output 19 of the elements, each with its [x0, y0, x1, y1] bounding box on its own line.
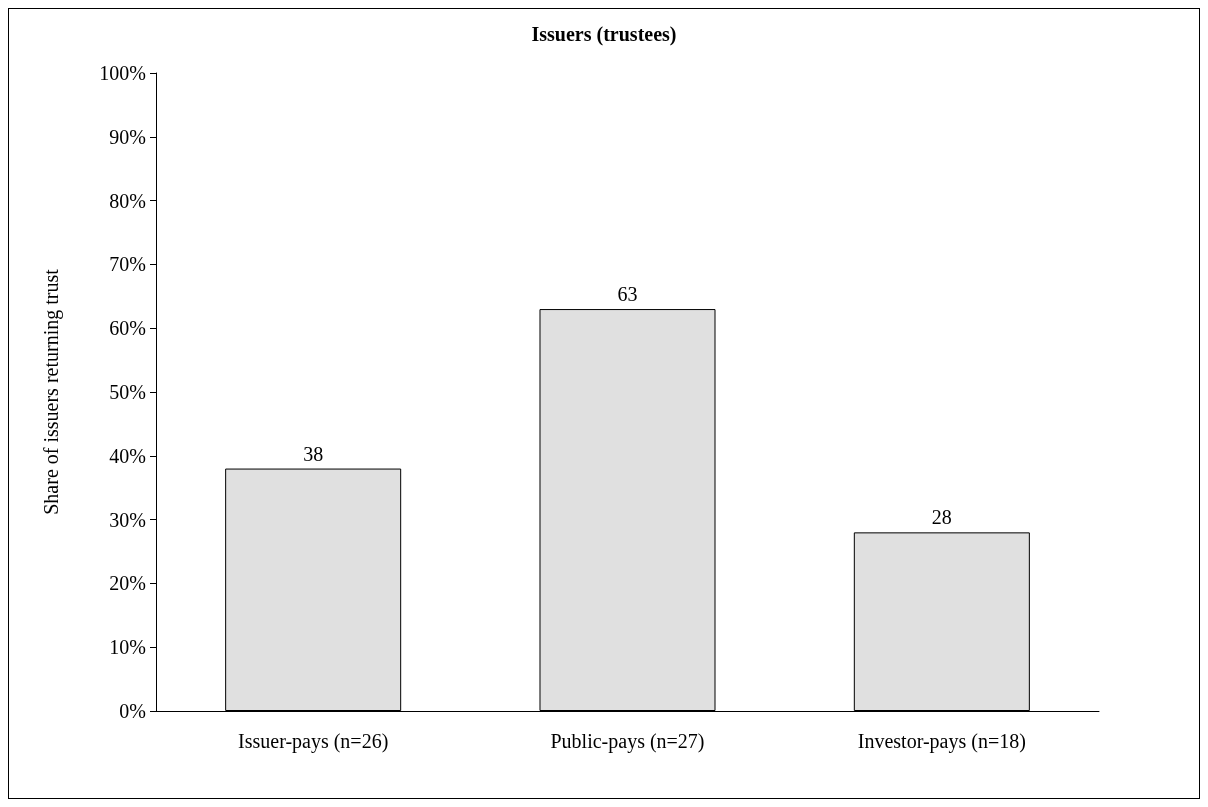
- y-tick-label: 20%: [109, 572, 146, 595]
- x-tick-label: Public-pays (n=27): [550, 730, 705, 753]
- y-axis-title: Share of issuers returning trust: [40, 268, 63, 515]
- x-tick-label: Investor-pays (n=18): [857, 730, 1026, 753]
- y-tick-label: 60%: [109, 317, 146, 340]
- y-tick-label: 50%: [109, 381, 146, 403]
- data-label: 38: [303, 442, 324, 465]
- y-tick-label: 40%: [109, 444, 146, 467]
- y-tick-label: 30%: [109, 508, 146, 531]
- data-label: 63: [617, 283, 638, 306]
- y-tick-label: 100%: [99, 62, 146, 84]
- chart-title: Issuers (trustees): [531, 23, 677, 46]
- y-tick-label: 70%: [109, 253, 146, 276]
- x-tick-label: Issuer-pays (n=26): [238, 730, 389, 753]
- y-tick-label: 0%: [119, 700, 146, 722]
- y-tick-label: 90%: [109, 125, 146, 148]
- y-tick-label: 80%: [109, 189, 146, 212]
- y-tick-label: 10%: [109, 636, 146, 659]
- data-label: 28: [931, 506, 952, 529]
